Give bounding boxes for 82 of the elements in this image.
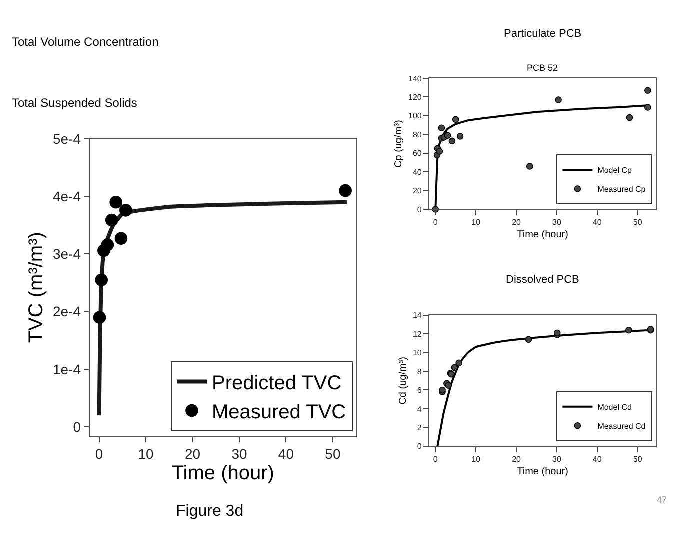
point <box>436 148 444 155</box>
y-tick-label: 2 <box>417 423 422 432</box>
point <box>644 104 652 111</box>
point <box>120 204 132 217</box>
x-tick-label: 0 <box>433 218 438 228</box>
point <box>526 163 534 170</box>
x-tick-label: 30 <box>552 218 562 228</box>
x-tick-label: 0 <box>95 446 104 462</box>
text: Dissolved PCB <box>506 274 580 286</box>
y-tick-label: 1e-4 <box>52 361 82 378</box>
x-axis-title: Time (hour) <box>517 230 568 241</box>
point <box>525 336 532 344</box>
y-tick-label: 20 <box>412 186 422 196</box>
legend-label: Model Cd <box>598 402 632 412</box>
y-tick-label: 14 <box>412 311 422 320</box>
x-tick-label: 20 <box>512 218 522 228</box>
point <box>452 116 460 124</box>
y-tick-label: 4e-4 <box>52 188 82 204</box>
point <box>626 326 632 334</box>
x-tick-label: 30 <box>552 455 562 464</box>
x-tick-label: 10 <box>138 446 154 462</box>
point <box>555 96 562 104</box>
x-tick-label: 30 <box>232 446 248 462</box>
x-tick-label: 20 <box>512 455 522 464</box>
legend-label: Model Cp <box>598 166 632 176</box>
y-tick-label: 6 <box>417 386 422 396</box>
y-tick-label: 40 <box>412 168 422 177</box>
y-tick-label: 8 <box>417 367 422 376</box>
x-tick-label: 50 <box>633 218 643 228</box>
x-tick-label: 20 <box>184 446 201 462</box>
y-tick-label: 80 <box>412 130 422 140</box>
point <box>444 132 452 139</box>
point <box>105 214 118 227</box>
legend-label: Measured TVC <box>212 402 346 424</box>
text: Particulate PCB <box>504 28 582 40</box>
point <box>95 274 108 287</box>
x-tick-label: 10 <box>472 455 482 464</box>
y-tick-label: 100 <box>408 112 422 121</box>
x-tick-label: 50 <box>325 446 341 462</box>
x-tick-label: 40 <box>278 446 294 462</box>
x-tick-label: 10 <box>472 218 482 228</box>
x-tick-label: 50 <box>633 455 643 464</box>
y-axis-title: TVC (m³/m³) <box>25 232 48 344</box>
point <box>456 133 464 140</box>
line-series <box>97 200 349 418</box>
point <box>101 238 114 252</box>
legend-label: Predicted TVC <box>212 372 342 395</box>
x-axis-title: Time (hour) <box>517 466 568 478</box>
point <box>438 124 446 132</box>
point <box>456 360 462 366</box>
point <box>626 114 634 122</box>
point <box>93 311 106 324</box>
text: 47 <box>657 495 668 505</box>
y-tick-label: 12 <box>412 330 422 339</box>
y-tick-label: 120 <box>408 93 422 102</box>
y-tick-label: 140 <box>408 74 422 84</box>
text: Total Suspended Solids <box>12 96 138 110</box>
y-tick-label: 0 <box>417 205 422 214</box>
y-tick-label: 5e-4 <box>52 130 82 147</box>
x-axis-title: Time (hour) <box>172 462 274 485</box>
x-tick-label: 40 <box>592 218 602 228</box>
y-tick-label: 10 <box>412 348 422 358</box>
point <box>448 138 456 145</box>
chart-title: Total Volume Concentration <box>12 35 159 49</box>
y-tick-label: 0 <box>73 419 82 435</box>
point <box>644 87 652 94</box>
x-tick-label: 40 <box>592 455 602 464</box>
point <box>451 364 458 372</box>
caption: Figure 3d <box>176 503 244 520</box>
legend-label: Measured Cp <box>598 185 646 194</box>
y-tick-label: 3e-4 <box>52 246 82 262</box>
x-tick-label: 0 <box>433 455 438 464</box>
y-tick-label: 4 <box>417 404 422 414</box>
y-axis-title: Cd (ug/m³) <box>398 356 409 405</box>
y-axis-title: Cp (ug/m³) <box>394 120 405 168</box>
chart-title: PCB 52 <box>527 63 558 73</box>
y-tick-label: 60 <box>412 149 422 158</box>
y-tick-label: 2e-4 <box>52 304 82 320</box>
point <box>110 196 122 209</box>
point <box>339 184 352 198</box>
legend-label: Measured Cd <box>598 422 646 431</box>
point <box>114 232 128 246</box>
